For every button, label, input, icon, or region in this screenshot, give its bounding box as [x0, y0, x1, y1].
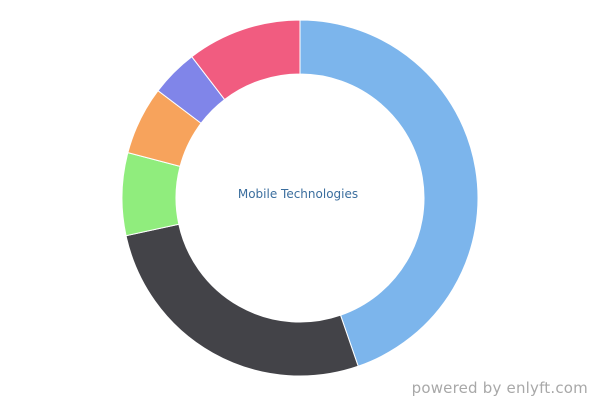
- donut-slice-3[interactable]: [121, 152, 181, 237]
- donut-slice-2[interactable]: [125, 223, 359, 377]
- center-label: Mobile Technologies: [238, 187, 358, 201]
- donut-slice-6[interactable]: [191, 19, 301, 101]
- donut-slice-1[interactable]: [299, 19, 479, 367]
- powered-by-credit[interactable]: powered by enlyft.com: [411, 379, 588, 397]
- donut-slices: [121, 19, 479, 377]
